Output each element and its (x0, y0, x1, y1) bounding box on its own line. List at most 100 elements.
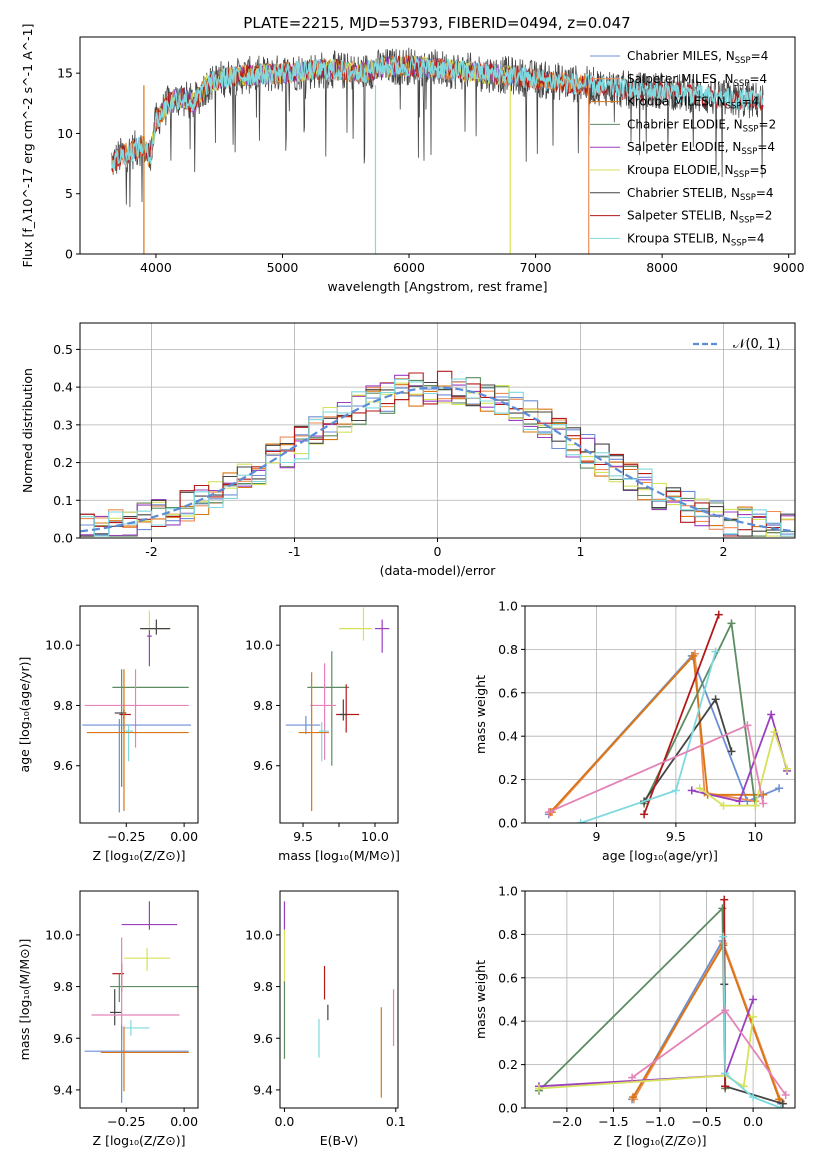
y-tick-label: 0.5 (53, 342, 73, 357)
weight-line (643, 614, 720, 815)
y-tick-label: 0.1 (53, 493, 73, 508)
y-axis-label: Normed distribution (20, 368, 35, 493)
y-tick-label: 9.6 (53, 758, 73, 773)
legend-sub: SSP (739, 216, 755, 226)
weight_vs_age-marks (544, 610, 792, 823)
x-axis-label: E(B-V) (320, 1133, 359, 1148)
legend-name: Kroupa MILES, N (627, 95, 726, 109)
x-tick-label: 0 (434, 544, 442, 559)
axes-frame (79, 890, 199, 1109)
legend-sub: SSP (734, 79, 750, 89)
legend-name: Kroupa ELODIE, N (627, 163, 734, 177)
x-tick-label: 0.0 (275, 1114, 295, 1129)
y-tick-label: 9.4 (53, 1082, 73, 1097)
mass_vs_ebv-panel: 0.0 0.1 9.4 9.6 9.8 10.0 E(B-V) (245, 890, 406, 1148)
weight-line (549, 653, 764, 813)
legend-sub: SSP (741, 147, 757, 157)
x-tick-label: 10.0 (361, 829, 389, 844)
axes-frame (524, 605, 796, 824)
y-tick-label: 0 (65, 247, 73, 262)
axes-frame (279, 605, 399, 824)
residuals-panel: -2 -1 0 1 2 0.0 0.1 0.2 0.3 0.4 0.5 (data-model)/er… (20, 322, 796, 578)
y-tick-label: 9.8 (253, 979, 273, 994)
legend-entry: Salpeter STELIB, NSSP=2 (627, 209, 772, 226)
y-tick-label: 0.4 (53, 380, 73, 395)
legend-sub: SSP (740, 193, 756, 203)
legend-tail: =4 (757, 140, 775, 154)
x-axis-label: wavelength [Angstrom, rest frame] (327, 279, 547, 294)
legend-name: Salpeter ELODIE, N (627, 140, 741, 154)
y-tick-label: 10.0 (245, 927, 273, 942)
y-axis-label: mass [log₁₀(M/M⊙)] (17, 939, 32, 1061)
legend-name: Kroupa STELIB, N (627, 231, 731, 245)
y-tick-label: 0.0 (53, 531, 73, 546)
x-tick-label: −1.5 (598, 1114, 628, 1129)
y-tick-label: 0.6 (498, 970, 518, 985)
age_vs_mass-marks (285, 607, 390, 811)
histogram-step (80, 378, 795, 537)
spectrum-panel: 4000 5000 6000 7000 8000 9000 0 5 10 15 wavelength… (20, 24, 805, 294)
legend-tail: =2 (755, 209, 773, 223)
x-tick-label: −0.5 (691, 1114, 721, 1129)
y-tick-label: 15 (57, 66, 73, 81)
y-tick-label: 0.0 (498, 816, 518, 831)
legend-name: Salpeter STELIB, N (627, 209, 739, 223)
legend-tail: =4 (751, 49, 769, 63)
y-tick-label: 1.0 (498, 599, 518, 614)
x-tick-label: 9 (592, 829, 600, 844)
y-tick-label: 0.3 (53, 417, 73, 432)
x-tick-label: 6000 (393, 260, 425, 275)
y-tick-label: 0.2 (498, 772, 518, 787)
x-tick-label: 2 (720, 544, 728, 559)
legend-entry: Chabrier ELODIE, NSSP=2 (627, 117, 776, 134)
weight_vs_Z-panel: −2.0 −1.5 −1.0 −0.5 0.0 0.0 0.2 0.4 0.6 0.8 1.0 Z [… (473, 884, 796, 1148)
x-axis-label: Z [log₁₀(Z/Z⊙)] (93, 1133, 186, 1148)
y-tick-label: 0.0 (498, 1101, 518, 1116)
x-axis-label: (data-model)/error (380, 563, 497, 578)
x-axis-label: mass [log₁₀(M/M⊙)] (278, 848, 400, 863)
axes-frame (279, 890, 399, 1109)
y-tick-label: 9.4 (253, 1082, 273, 1097)
x-tick-label: -2 (145, 544, 157, 559)
x-tick-label: 0.1 (386, 1114, 406, 1129)
legend-entry: 𝒩(0, 1) (733, 337, 780, 352)
y-tick-label: 10.0 (45, 638, 73, 653)
x-tick-label: 7000 (520, 260, 552, 275)
axes-frame (79, 322, 796, 539)
weight_vs_Z-marks (534, 895, 790, 1108)
x-tick-label: −0.25 (107, 829, 145, 844)
y-axis-label: Flux [f_λ10^-17 erg cm^-2 s^-1 A^-1] (20, 24, 35, 268)
x-tick-label: −1.0 (645, 1114, 675, 1129)
age_vs_Z-marks (82, 610, 192, 813)
legend-sub: SSP (743, 124, 759, 134)
y-tick-label: 0.8 (498, 927, 518, 942)
x-tick-label: −2.0 (552, 1114, 582, 1129)
mass_vs_ebv-marks (283, 901, 395, 1098)
x-tick-label: 4000 (140, 260, 172, 275)
legend-entry: Salpeter MILES, NSSP=4 (627, 72, 767, 89)
y-axis-label: age [log₁₀(age/yr)] (17, 657, 32, 773)
histogram-step (80, 370, 795, 537)
age_vs_mass-panel: 9.5 10.0 9.6 9.8 10.0 mass [log₁₀(M/M⊙)] (245, 605, 400, 863)
weight-line (722, 936, 782, 1108)
x-axis-label: age [log₁₀(age/yr)] (602, 848, 718, 863)
legend-sub: SSP (735, 56, 751, 66)
y-axis-label: mass weight (473, 960, 488, 1039)
x-tick-label: 5000 (267, 260, 299, 275)
y-tick-label: 0.8 (498, 642, 518, 657)
legend-tail: =4 (747, 231, 765, 245)
legend-tail: =4 (749, 72, 767, 86)
x-tick-label: 9.5 (293, 829, 313, 844)
legend-entry: Chabrier STELIB, NSSP=4 (627, 186, 774, 203)
y-tick-label: 0.4 (498, 1014, 518, 1029)
y-tick-label: 5 (65, 186, 73, 201)
legend-name: Chabrier STELIB, N (627, 186, 740, 200)
mass_vs_Z-marks (84, 901, 198, 1103)
mass_vs_Z-panel: −0.25 0.00 9.4 9.6 9.8 10.0 Z [log₁₀(Z/Z⊙)] mas… (17, 890, 199, 1148)
legend-tail: =2 (759, 117, 777, 131)
y-tick-label: 9.6 (253, 758, 273, 773)
weight-line (691, 711, 788, 803)
y-tick-label: 0.4 (498, 729, 518, 744)
